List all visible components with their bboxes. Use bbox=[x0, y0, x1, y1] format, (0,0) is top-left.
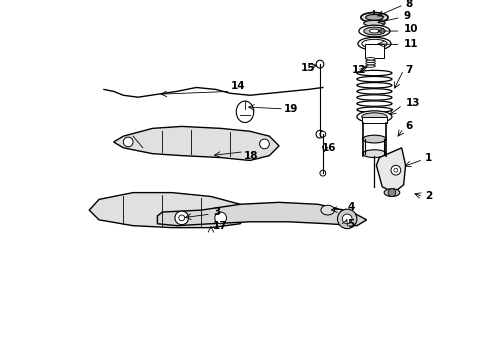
Text: 19: 19 bbox=[284, 104, 298, 114]
Polygon shape bbox=[376, 148, 406, 193]
Ellipse shape bbox=[357, 76, 392, 82]
Text: 9: 9 bbox=[404, 12, 411, 22]
Ellipse shape bbox=[357, 101, 392, 106]
Text: 14: 14 bbox=[230, 81, 245, 90]
Ellipse shape bbox=[363, 135, 386, 143]
Text: 8: 8 bbox=[406, 0, 413, 9]
Ellipse shape bbox=[364, 20, 385, 26]
Ellipse shape bbox=[357, 70, 392, 76]
Ellipse shape bbox=[366, 14, 383, 20]
Polygon shape bbox=[89, 193, 250, 228]
Polygon shape bbox=[362, 117, 387, 122]
Text: 1: 1 bbox=[425, 153, 432, 163]
Circle shape bbox=[394, 168, 398, 172]
Ellipse shape bbox=[366, 62, 375, 65]
Text: 10: 10 bbox=[404, 24, 418, 34]
Circle shape bbox=[316, 130, 324, 138]
Circle shape bbox=[338, 209, 357, 229]
Text: 7: 7 bbox=[406, 65, 413, 75]
Circle shape bbox=[388, 189, 396, 197]
Circle shape bbox=[215, 212, 226, 224]
Circle shape bbox=[260, 139, 270, 149]
Text: 12: 12 bbox=[352, 65, 367, 75]
Polygon shape bbox=[157, 202, 367, 226]
Ellipse shape bbox=[366, 58, 375, 60]
Ellipse shape bbox=[357, 82, 392, 88]
Circle shape bbox=[343, 214, 352, 224]
Text: 5: 5 bbox=[347, 219, 354, 229]
Ellipse shape bbox=[363, 150, 386, 158]
Ellipse shape bbox=[358, 37, 391, 50]
Text: 6: 6 bbox=[406, 121, 413, 131]
Ellipse shape bbox=[359, 25, 390, 37]
Ellipse shape bbox=[361, 13, 388, 22]
Polygon shape bbox=[365, 44, 384, 58]
Text: 16: 16 bbox=[322, 143, 337, 153]
Circle shape bbox=[179, 215, 185, 221]
Circle shape bbox=[175, 211, 189, 225]
Polygon shape bbox=[114, 126, 279, 161]
Ellipse shape bbox=[236, 101, 254, 122]
Ellipse shape bbox=[362, 113, 387, 121]
Circle shape bbox=[320, 170, 326, 176]
Text: 15: 15 bbox=[300, 63, 315, 73]
Ellipse shape bbox=[369, 29, 379, 33]
Ellipse shape bbox=[357, 95, 392, 100]
Ellipse shape bbox=[321, 205, 335, 215]
Circle shape bbox=[391, 165, 401, 175]
Circle shape bbox=[320, 131, 326, 137]
Ellipse shape bbox=[364, 27, 385, 35]
Ellipse shape bbox=[357, 111, 392, 122]
Text: 3: 3 bbox=[213, 207, 220, 217]
Ellipse shape bbox=[366, 65, 375, 67]
Ellipse shape bbox=[366, 60, 375, 62]
Ellipse shape bbox=[362, 39, 387, 48]
Text: 4: 4 bbox=[347, 202, 355, 212]
Text: 18: 18 bbox=[244, 150, 259, 161]
Ellipse shape bbox=[384, 189, 400, 197]
Text: 11: 11 bbox=[404, 39, 418, 49]
Text: 13: 13 bbox=[406, 98, 420, 108]
Circle shape bbox=[123, 137, 133, 147]
Circle shape bbox=[316, 60, 324, 68]
Ellipse shape bbox=[357, 89, 392, 94]
Ellipse shape bbox=[357, 107, 392, 112]
Text: 17: 17 bbox=[213, 221, 227, 231]
Text: 2: 2 bbox=[425, 192, 432, 202]
